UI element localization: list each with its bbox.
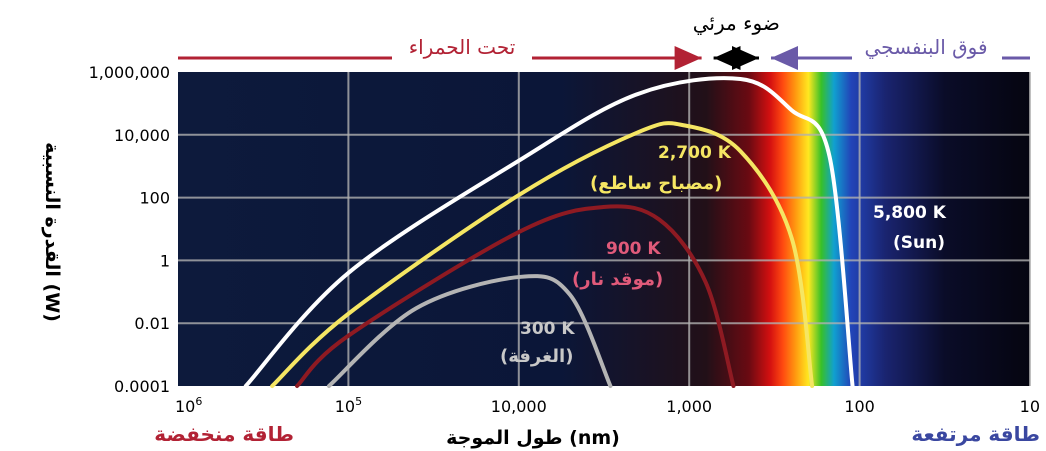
visible-label: ضوء مرئي [693, 11, 780, 36]
x-axis-title: طول الموجة (nm) [446, 427, 620, 449]
label-room-temp: 300 K [520, 319, 575, 339]
label-sun-temp: 5,800 K [873, 203, 947, 223]
y-tick-label: 1,000,000 [89, 63, 170, 82]
y-tick-label: 0.0001 [114, 377, 170, 396]
label-sun-name: (Sun) [893, 233, 945, 253]
y-tick-label: 1 [160, 251, 170, 270]
x-tick-label: 1,000 [666, 397, 712, 416]
y-tick-label: 100 [139, 189, 170, 208]
x-tick-label: 105 [335, 395, 362, 416]
series-line-0 [243, 76, 855, 388]
ultraviolet-label-bg [852, 32, 1002, 62]
y-axis-title: القدرة النسبية (W) [41, 142, 63, 322]
infrared-label: تحت الحمراء [409, 35, 516, 59]
label-bulb-temp: 2,700 K [658, 143, 732, 163]
x-tick-label: 10 [1020, 397, 1040, 416]
series-layer [243, 76, 855, 388]
label-fire-name: (موقد نار) [572, 269, 663, 290]
x-tick-label: 100 [844, 397, 875, 416]
series-line-2 [295, 204, 736, 388]
x-tick-label: 106 [175, 395, 202, 416]
label-room-name: (الغرفة) [500, 346, 573, 367]
series-line-1 [270, 121, 815, 388]
ultraviolet-label: فوق البنفسجي [864, 35, 987, 60]
x-tick-exponent: 5 [355, 395, 362, 408]
infrared-label-bg [392, 32, 532, 62]
y-tick-label: 0.01 [134, 314, 170, 333]
low-energy-label: طاقة منخفضة [154, 422, 294, 446]
spectrum-band-labels: تحت الحمراء ضوء مرئي فوق البنفسجي [178, 11, 1030, 70]
series-line-3 [326, 274, 613, 388]
y-tick-label: 10,000 [114, 126, 170, 145]
label-bulb-name: (مصباح ساطع) [590, 173, 722, 194]
plot-background [178, 72, 1030, 386]
x-tick-label: 10,000 [491, 397, 547, 416]
high-energy-label: طاقة مرتفعة [911, 422, 1040, 446]
x-tick-exponent: 6 [195, 395, 202, 408]
label-fire-temp: 900 K [606, 239, 661, 259]
